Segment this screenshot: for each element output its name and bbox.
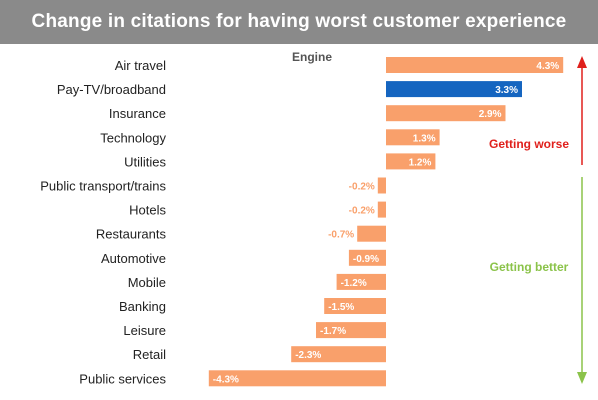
- value-label: -1.5%: [328, 302, 354, 313]
- bar: [336, 273, 386, 290]
- category-label: Retail: [133, 347, 166, 362]
- category-label: Restaurants: [96, 227, 167, 242]
- bar: [386, 105, 506, 122]
- value-label: 1.2%: [409, 157, 432, 168]
- bar: [291, 346, 386, 363]
- bar: [348, 249, 386, 266]
- better-arrow-head: [577, 372, 587, 384]
- chart-title-bar: Change in citations for having worst cus…: [0, 0, 598, 44]
- bar: [208, 370, 386, 387]
- value-label: 1.3%: [413, 133, 436, 144]
- bar: [324, 298, 386, 314]
- value-label: -0.7%: [328, 230, 354, 241]
- value-label: 4.3%: [536, 61, 559, 72]
- bar: [386, 153, 436, 170]
- bar: [386, 129, 440, 146]
- bar: [386, 81, 522, 98]
- legend-label: Engine: [292, 50, 332, 64]
- value-label: -4.3%: [213, 374, 239, 385]
- category-label: Insurance: [109, 106, 166, 121]
- value-label: -0.2%: [349, 206, 375, 217]
- value-label: 3.3%: [495, 85, 518, 96]
- category-label: Leisure: [123, 323, 166, 338]
- getting-better-label: Getting better: [490, 260, 569, 274]
- category-label: Pay-TV/broadband: [57, 82, 166, 97]
- category-label: Banking: [119, 299, 166, 314]
- bar: [377, 201, 386, 218]
- worse-arrow-head: [577, 56, 587, 68]
- value-label: -0.2%: [349, 182, 375, 193]
- category-label: Mobile: [128, 275, 166, 290]
- bar: [316, 322, 386, 339]
- chart-title: Change in citations for having worst cus…: [31, 11, 567, 32]
- category-label: Technology: [100, 130, 166, 145]
- category-label: Public services: [79, 371, 166, 386]
- category-label: Hotels: [129, 203, 166, 218]
- getting-worse-label: Getting worse: [489, 137, 569, 151]
- category-label: Public transport/trains: [40, 179, 166, 194]
- bar: [357, 225, 386, 242]
- value-label: -0.9%: [353, 254, 379, 265]
- value-label: -1.7%: [320, 326, 346, 337]
- category-label: Utilities: [124, 154, 166, 169]
- value-label: -1.2%: [341, 278, 367, 289]
- value-label: -2.3%: [295, 350, 321, 361]
- bar: [377, 177, 386, 194]
- value-label: 2.9%: [479, 109, 502, 120]
- category-label: Air travel: [115, 58, 166, 73]
- bar: [386, 57, 564, 73]
- category-label: Automotive: [101, 251, 166, 266]
